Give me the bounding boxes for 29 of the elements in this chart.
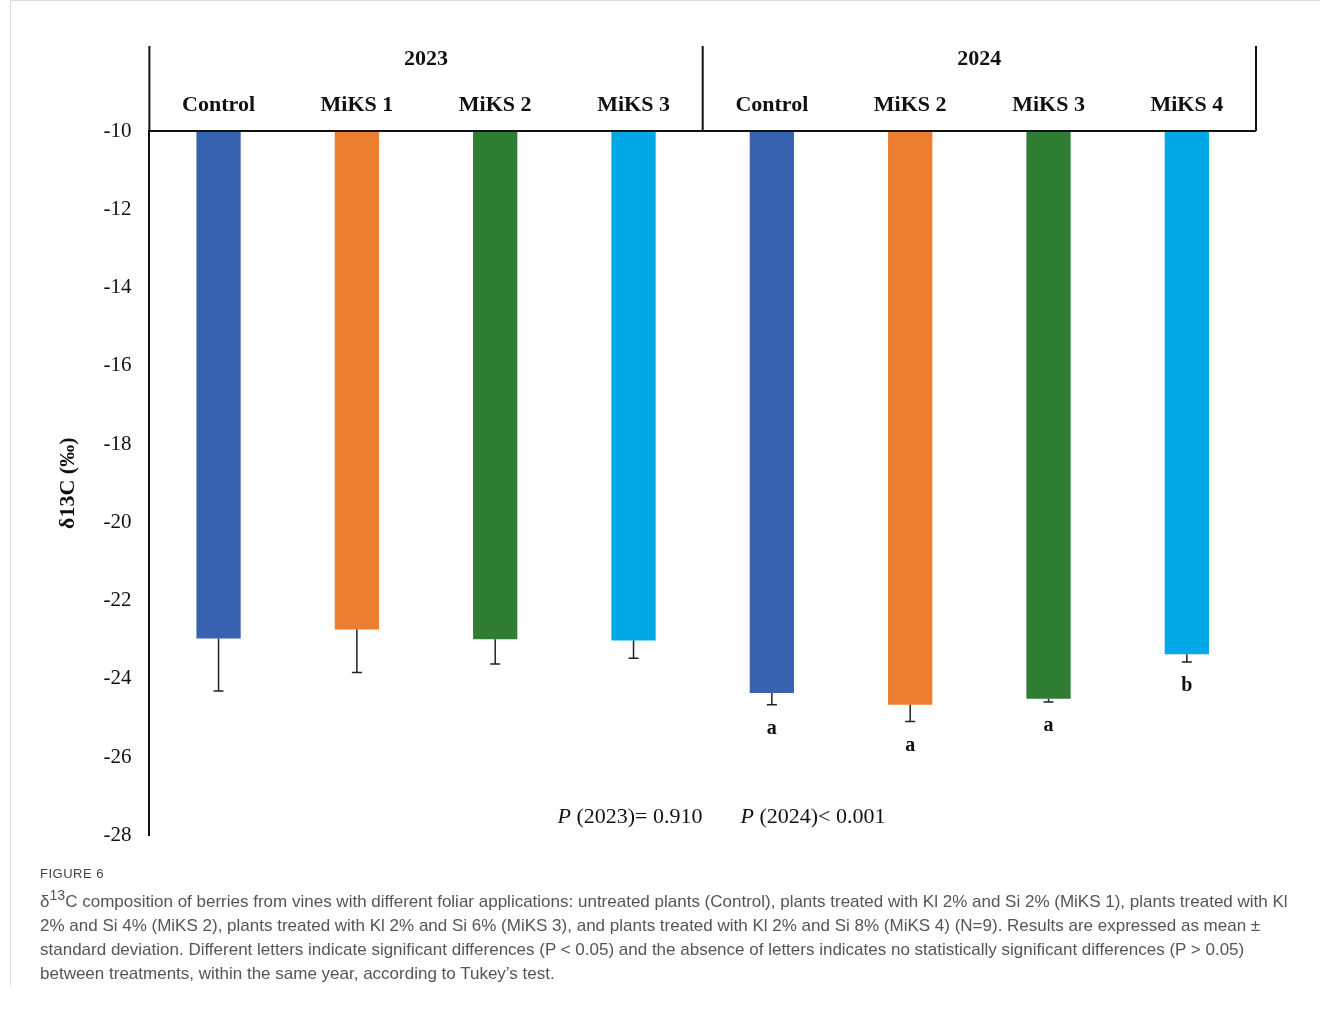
- y-tick-label: -26: [103, 743, 132, 768]
- y-axis-title: δ13C (‰): [53, 437, 79, 529]
- caption: FIGURE 6: [40, 866, 105, 881]
- y-tick-label: -24: [103, 665, 132, 690]
- y-tick-label: -10: [103, 117, 132, 142]
- x-tick-label: Control: [182, 91, 256, 117]
- data-label: b: [1181, 673, 1193, 696]
- y-tick-label: -20: [103, 508, 132, 533]
- x-tick-label: MiKS 2: [873, 91, 947, 117]
- text: 2024: [957, 44, 1002, 70]
- annotation: P (2024)< 0.001: [739, 803, 886, 829]
- x-tick-label: MiKS 1: [320, 91, 394, 117]
- data-label: a: [905, 732, 916, 755]
- y-tick-label: -14: [103, 274, 132, 299]
- y-tick-label: -12: [103, 195, 132, 220]
- data-label: a: [1043, 713, 1054, 736]
- y-tick-label: -28: [103, 821, 132, 846]
- annotation: P (2023)= 0.910: [556, 803, 703, 829]
- text: 2023: [404, 44, 449, 70]
- x-tick-label: MiKS 3: [1012, 91, 1085, 117]
- x-tick-label: MiKS 3: [597, 91, 670, 117]
- x-tick-label: Control: [735, 91, 809, 117]
- data-label: a: [766, 715, 777, 738]
- y-tick-label: -16: [103, 352, 132, 377]
- x-tick-label: MiKS 2: [458, 91, 532, 117]
- x-tick-label: MiKS 4: [1150, 91, 1224, 117]
- text: δ$^{13}$C composition of berries from vines with different foliar applications: untreated plants (Control), plants treated with Kl 2% and Si 2% (MiKS 1), plants treated with Kl 2% and Si 4% (MiKS 2), plants treated with Kl 2% and Si 6% (MiKS 3), and plants treated with Kl 2% and Si 8% (MiKS 4) (N=9). Results are expressed as mean ± standard deviation. Different letters indicate significant differences (P < 0.05) and the absence of letters indicates no statistically significant differences (P > 0.05) between treatments, within the same year, according to Tukey’s test.: [40, 886, 1289, 985]
- y-tick-label: -18: [103, 430, 132, 455]
- y-tick-label: -22: [103, 587, 132, 612]
